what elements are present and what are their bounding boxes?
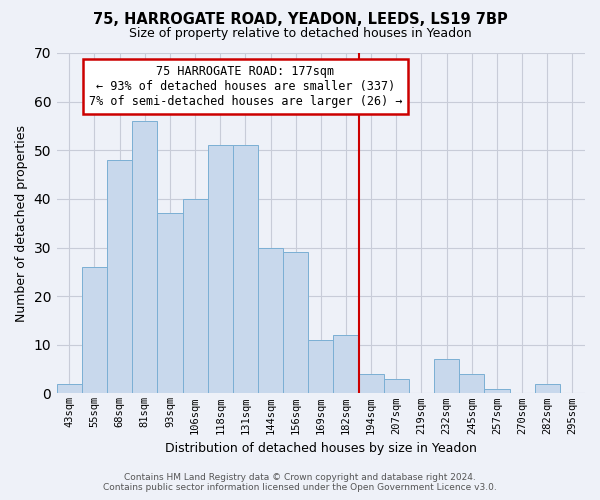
Bar bbox=[384, 379, 409, 394]
Text: Size of property relative to detached houses in Yeadon: Size of property relative to detached ho… bbox=[128, 28, 472, 40]
Bar bbox=[484, 388, 509, 394]
Bar bbox=[57, 384, 82, 394]
Bar bbox=[334, 335, 359, 394]
Bar bbox=[208, 146, 233, 394]
X-axis label: Distribution of detached houses by size in Yeadon: Distribution of detached houses by size … bbox=[165, 442, 477, 455]
Text: 75, HARROGATE ROAD, YEADON, LEEDS, LS19 7BP: 75, HARROGATE ROAD, YEADON, LEEDS, LS19 … bbox=[92, 12, 508, 28]
Bar bbox=[132, 121, 157, 394]
Bar bbox=[258, 248, 283, 394]
Bar bbox=[308, 340, 334, 394]
Text: Contains HM Land Registry data © Crown copyright and database right 2024.
Contai: Contains HM Land Registry data © Crown c… bbox=[103, 473, 497, 492]
Bar bbox=[283, 252, 308, 394]
Bar bbox=[157, 214, 182, 394]
Bar bbox=[107, 160, 132, 394]
Bar bbox=[459, 374, 484, 394]
Bar bbox=[82, 267, 107, 394]
Bar bbox=[233, 146, 258, 394]
Y-axis label: Number of detached properties: Number of detached properties bbox=[15, 124, 28, 322]
Text: 75 HARROGATE ROAD: 177sqm
← 93% of detached houses are smaller (337)
7% of semi-: 75 HARROGATE ROAD: 177sqm ← 93% of detac… bbox=[89, 65, 402, 108]
Bar bbox=[535, 384, 560, 394]
Bar bbox=[359, 374, 384, 394]
Bar bbox=[182, 199, 208, 394]
Bar bbox=[434, 360, 459, 394]
